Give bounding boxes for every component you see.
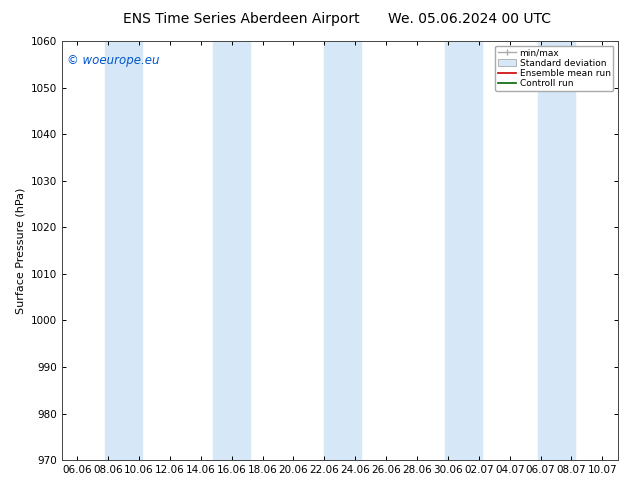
Bar xyxy=(325,41,361,460)
Bar xyxy=(538,41,574,460)
Text: © woeurope.eu: © woeurope.eu xyxy=(67,53,160,67)
Legend: min/max, Standard deviation, Ensemble mean run, Controll run: min/max, Standard deviation, Ensemble me… xyxy=(495,46,613,91)
Bar xyxy=(445,41,482,460)
Text: We. 05.06.2024 00 UTC: We. 05.06.2024 00 UTC xyxy=(387,12,551,26)
Bar xyxy=(213,41,250,460)
Bar xyxy=(105,41,142,460)
Text: ENS Time Series Aberdeen Airport: ENS Time Series Aberdeen Airport xyxy=(122,12,359,26)
Y-axis label: Surface Pressure (hPa): Surface Pressure (hPa) xyxy=(15,187,25,314)
